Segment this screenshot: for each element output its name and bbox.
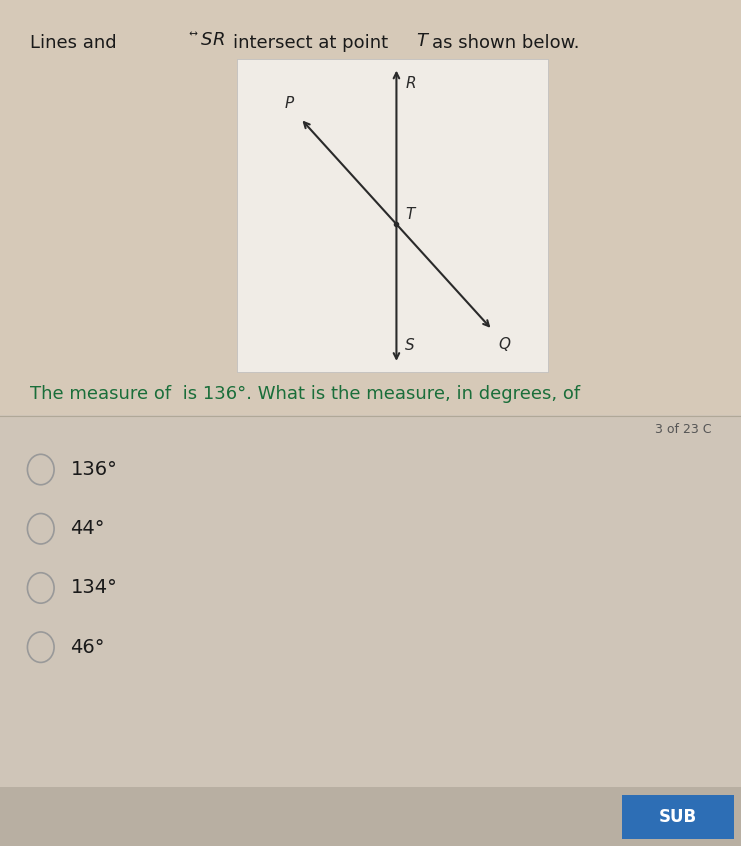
Text: SUB: SUB	[659, 808, 697, 827]
Text: P: P	[285, 96, 294, 111]
FancyBboxPatch shape	[0, 787, 741, 846]
Text: R: R	[405, 76, 416, 91]
Text: $T$: $T$	[416, 32, 431, 50]
Text: Lines and: Lines and	[30, 34, 116, 52]
FancyBboxPatch shape	[237, 59, 548, 372]
FancyBboxPatch shape	[0, 415, 741, 795]
Text: $\overleftrightarrow{SR}$: $\overleftrightarrow{SR}$	[189, 31, 225, 49]
Text: The measure of  is 136°. What is the measure, in degrees, of: The measure of is 136°. What is the meas…	[30, 385, 579, 403]
Text: T: T	[405, 206, 415, 222]
Text: 44°: 44°	[70, 519, 105, 538]
Text: 136°: 136°	[70, 460, 117, 479]
Text: Q: Q	[499, 338, 511, 352]
FancyBboxPatch shape	[622, 795, 734, 839]
Text: 134°: 134°	[70, 579, 117, 597]
Text: 3 of 23 C: 3 of 23 C	[655, 423, 711, 436]
Text: intersect at point: intersect at point	[233, 34, 388, 52]
Text: as shown below.: as shown below.	[432, 34, 579, 52]
Text: 46°: 46°	[70, 638, 105, 656]
Text: S: S	[405, 338, 415, 353]
